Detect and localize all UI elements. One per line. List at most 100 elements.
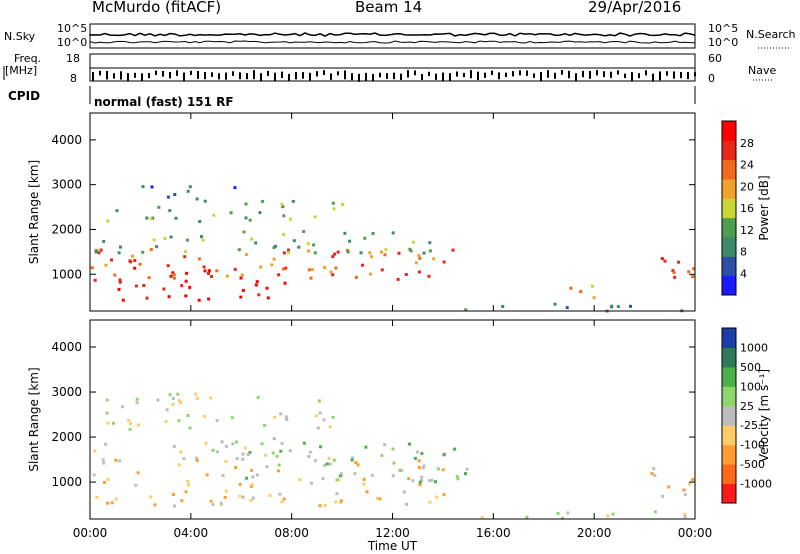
freq-strip-mark: [617, 70, 619, 75]
data-cell: [113, 273, 117, 277]
nsearch-label: N.Search: [746, 28, 796, 41]
data-cell: [200, 235, 203, 239]
data-cell: [233, 186, 237, 190]
freq-strip-mark: [309, 72, 311, 81]
data-cell: [251, 496, 255, 500]
data-cell: [104, 442, 108, 446]
data-cell: [149, 495, 153, 499]
data-cell: [316, 426, 320, 430]
data-cell: [212, 213, 216, 217]
data-cell: [308, 450, 312, 454]
freq-strip-mark: [407, 70, 409, 78]
colorbar-tick-label: -1000: [740, 478, 772, 491]
freq-strip-mark: [204, 71, 206, 80]
x-tick-label: 08:00: [274, 526, 309, 540]
colorbar-segment: [722, 256, 736, 277]
nave-label: Nave: [748, 64, 777, 77]
data-cell: [119, 245, 122, 249]
data-cell: [168, 209, 172, 213]
data-cell: [205, 473, 209, 477]
nave-tick-top: 60: [708, 52, 722, 65]
data-cell: [453, 447, 457, 451]
freq-strip-mark: [645, 70, 647, 76]
colorbar-tick-label: -500: [740, 458, 765, 471]
data-cell: [106, 501, 109, 505]
data-cell: [434, 480, 437, 484]
data-cell: [501, 305, 505, 308]
data-cell: [184, 279, 188, 283]
x-tick-label: 20:00: [577, 526, 612, 540]
data-cell: [185, 238, 189, 242]
data-cell: [237, 248, 241, 252]
data-cell: [265, 465, 269, 469]
data-cell: [380, 268, 384, 272]
data-cell: [157, 205, 161, 209]
data-cell: [186, 189, 190, 193]
freq-strip-mark: [337, 71, 339, 76]
data-cell: [201, 238, 205, 242]
colorbar-segment: [722, 121, 736, 141]
data-cell: [313, 251, 317, 255]
colorbar-segment: [722, 444, 736, 465]
data-cell: [239, 295, 243, 299]
data-cell: [331, 201, 335, 205]
data-cell: [202, 265, 206, 269]
data-cell: [224, 489, 228, 493]
data-cell: [169, 235, 173, 239]
strip-traces: [89, 32, 696, 82]
data-cell: [97, 251, 101, 255]
data-cell: [292, 239, 296, 243]
data-cell: [255, 280, 259, 284]
data-cell: [272, 257, 276, 261]
freq-strip-mark: [253, 70, 255, 80]
data-cell: [652, 467, 656, 471]
y-tick-label: 3000: [51, 178, 82, 192]
data-cell: [677, 260, 681, 264]
data-cell: [245, 476, 249, 480]
data-cell: [168, 393, 172, 397]
data-cell: [244, 216, 248, 220]
data-cell: [392, 461, 396, 465]
data-cell: [683, 493, 687, 497]
freq-strip-mark: [498, 72, 500, 80]
data-cell: [254, 283, 258, 287]
colorbar-segment: [722, 366, 736, 387]
freq-strip-mark: [232, 71, 234, 76]
data-cell: [184, 490, 188, 494]
data-cell: [464, 308, 468, 312]
data-cell: [408, 247, 412, 251]
data-cell: [432, 257, 436, 261]
data-cell: [287, 248, 290, 252]
colorbar-tick-label: -25: [740, 419, 758, 432]
data-cell: [273, 415, 277, 419]
data-cell: [90, 266, 94, 270]
data-cell: [418, 256, 422, 260]
data-cell: [173, 504, 176, 508]
data-cell: [188, 426, 192, 430]
data-cell: [428, 249, 432, 253]
data-cell: [420, 475, 424, 479]
colorbar-tick-label: 8: [740, 246, 747, 259]
data-cell: [150, 185, 154, 189]
data-cell: [231, 442, 235, 446]
data-cell: [480, 516, 484, 519]
data-cell: [369, 255, 373, 259]
freq-strip-mark: [393, 72, 395, 80]
freq-strip-mark: [169, 71, 171, 79]
data-cell: [166, 195, 170, 199]
freq-label-1: Freq.: [14, 52, 42, 65]
colorbar-segment: [722, 405, 736, 426]
data-cell: [142, 284, 146, 287]
data-cell: [343, 231, 347, 235]
data-cell: [248, 218, 252, 222]
data-cell: [268, 493, 272, 497]
x-tick-label: 04:00: [174, 526, 209, 540]
data-cell: [280, 441, 284, 445]
data-cell: [280, 500, 284, 504]
data-cell: [442, 453, 446, 457]
data-cell: [203, 199, 207, 203]
data-cell: [335, 492, 339, 496]
data-cell: [341, 203, 345, 206]
freq-strip-mark: [540, 71, 542, 81]
data-cell: [430, 478, 434, 482]
